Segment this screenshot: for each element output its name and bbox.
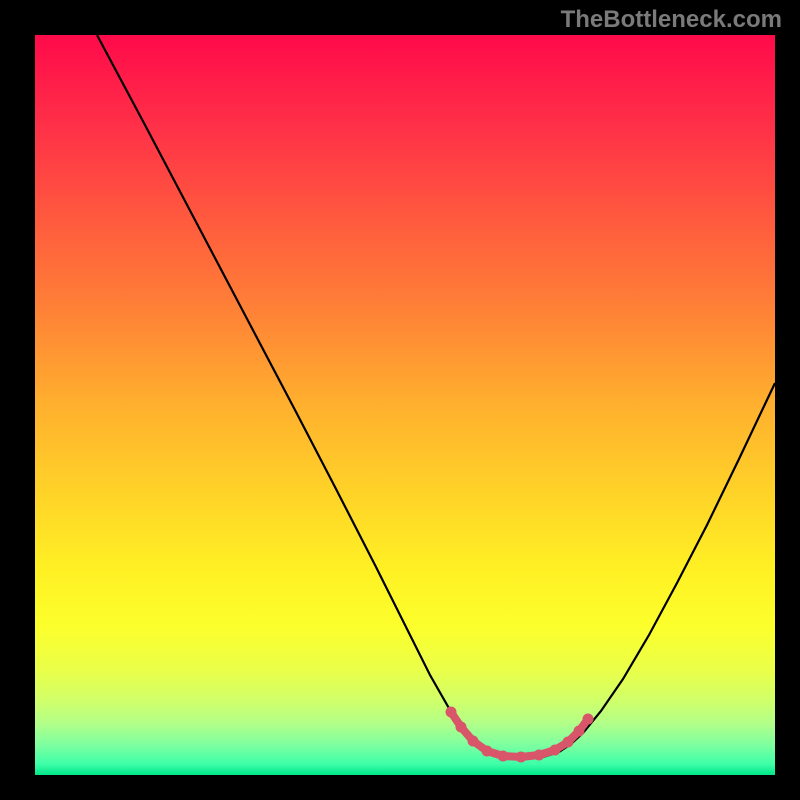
marker-dot bbox=[468, 736, 479, 747]
marker-dot bbox=[550, 745, 561, 756]
marker-dot bbox=[482, 746, 493, 757]
marker-dot bbox=[563, 737, 574, 748]
marker-dot bbox=[534, 750, 545, 761]
marker-dot bbox=[446, 707, 457, 718]
marker-dot bbox=[583, 714, 594, 725]
gradient-background bbox=[35, 35, 775, 775]
watermark-text: TheBottleneck.com bbox=[561, 6, 782, 34]
marker-dot bbox=[516, 752, 527, 763]
marker-dot bbox=[456, 722, 467, 733]
marker-dot bbox=[498, 751, 509, 762]
plot-area bbox=[35, 35, 775, 775]
marker-dot bbox=[574, 726, 585, 737]
plot-svg bbox=[35, 35, 775, 775]
